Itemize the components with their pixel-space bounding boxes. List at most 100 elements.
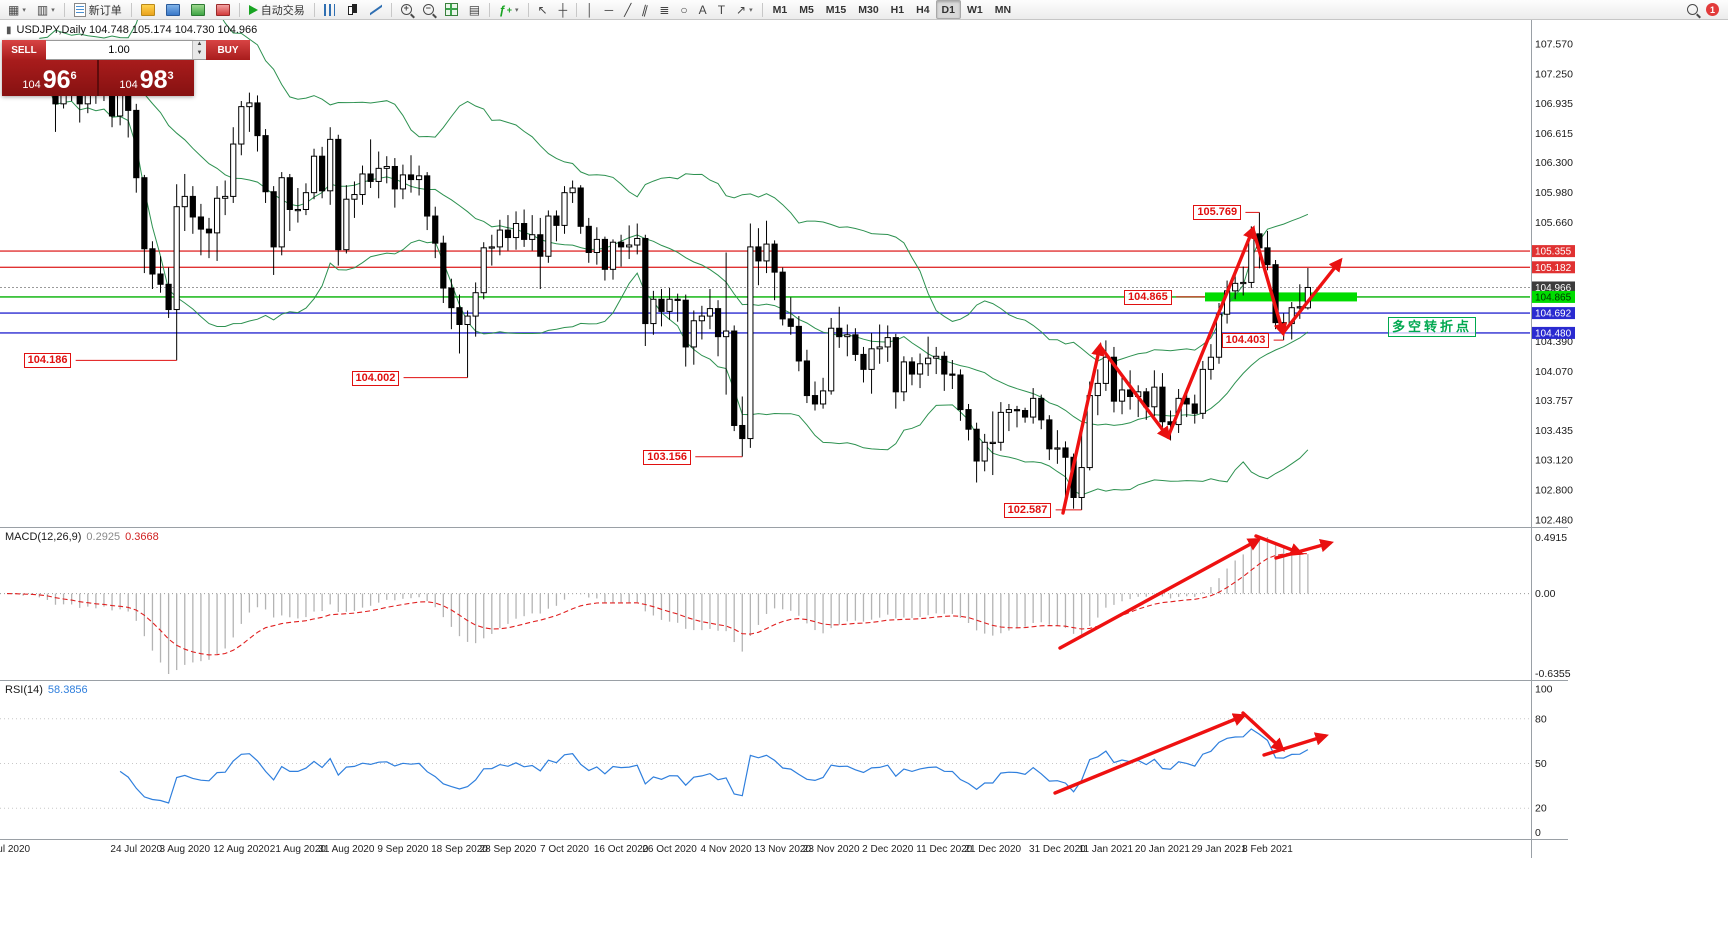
bar-chart-type-button[interactable] xyxy=(319,0,340,19)
timeframe-button-mn[interactable]: MN xyxy=(994,3,1012,16)
chevron-down-icon: ▾ xyxy=(515,6,519,14)
sell-button[interactable]: SELL xyxy=(2,40,46,60)
volume-up-icon[interactable]: ▲ xyxy=(193,41,206,50)
navigator-button[interactable] xyxy=(186,0,210,19)
trend-arrow-macd[interactable] xyxy=(1274,538,1334,560)
candlestick-chart-type-button[interactable] xyxy=(341,0,364,19)
toolbar-separator xyxy=(489,2,491,17)
channel-icon: ∥ xyxy=(640,1,651,18)
arrows-tool-button[interactable]: ↗ ▾ xyxy=(731,0,758,19)
new-order-icon xyxy=(73,2,86,17)
date-axis-label: 7 Oct 2020 xyxy=(540,844,589,855)
chart-profiles-icon: ▥ xyxy=(36,2,49,17)
trend-arrow-rsi[interactable] xyxy=(1053,713,1247,795)
data-window-button[interactable] xyxy=(161,0,185,19)
bollinger-band-l[interactable] xyxy=(38,76,1309,496)
trend-arrow-main[interactable] xyxy=(1098,344,1171,441)
chevron-down-icon: ▾ xyxy=(749,6,753,14)
text-tool-button[interactable]: A xyxy=(694,0,712,19)
price-axis-tick: 107.570 xyxy=(1535,39,1573,51)
timeframe-button-h4[interactable]: H4 xyxy=(916,3,930,16)
timeframe-button-m1[interactable]: M1 xyxy=(772,3,788,16)
chart-symbol-icon: ▮ xyxy=(6,24,12,36)
indicators-button[interactable]: ƒ + ▾ xyxy=(499,2,519,17)
price-axis-tick: 105.660 xyxy=(1535,217,1573,229)
price-axis-tick: 102.480 xyxy=(1535,514,1573,526)
label-tool-button[interactable]: T xyxy=(713,0,730,19)
buy-price[interactable]: 104 98 3 xyxy=(99,60,194,96)
date-axis-label: 20 Jan 2021 xyxy=(1135,844,1190,855)
line-chart-type-button[interactable] xyxy=(365,0,387,19)
channel-tool-button[interactable]: ∥ xyxy=(637,0,653,19)
auto-scroll-button[interactable]: ▤ xyxy=(464,0,485,19)
sell-price[interactable]: 104 96 6 xyxy=(2,60,99,96)
support-zone-band[interactable] xyxy=(1205,292,1357,302)
price-axis-tick: 105.980 xyxy=(1535,187,1573,199)
search-button[interactable] xyxy=(1682,0,1703,19)
rsi-axis-tick: 0 xyxy=(1535,827,1541,839)
cursor-tool-button[interactable]: ↖ xyxy=(533,0,553,19)
rsi-axis-tick: 100 xyxy=(1535,684,1553,696)
fibonacci-icon: ≣ xyxy=(659,2,670,17)
candlestick-series[interactable] xyxy=(3,44,1311,510)
new-chart-button[interactable]: ▦ ▾ xyxy=(3,0,31,19)
cursor-icon: ↖ xyxy=(537,2,548,17)
trend-arrow-main[interactable] xyxy=(1061,342,1105,515)
price-chip-text: 104.480 xyxy=(1535,328,1572,339)
horizontal-line-icon: ─ xyxy=(604,2,614,17)
crosshair-tool-button[interactable]: ┼ xyxy=(554,0,573,19)
price-chip-104.865 xyxy=(1532,290,1575,303)
macd-signal-line xyxy=(6,552,1308,656)
rsi-axis-tick: 80 xyxy=(1535,713,1547,725)
shapes-tool-button[interactable]: ○ xyxy=(675,0,692,19)
macd-axis-tick: 0.00 xyxy=(1535,588,1556,600)
autotrade-button[interactable]: 自动交易 xyxy=(244,0,310,19)
date-axis-label: 23 Nov 2020 xyxy=(803,844,860,855)
volume-stepper[interactable]: ▲ ▼ xyxy=(192,41,206,59)
toolbar-separator xyxy=(238,2,240,17)
bollinger-band-m[interactable] xyxy=(39,57,1309,426)
price-chip-104.692 xyxy=(1532,307,1575,320)
trend-arrow-macd[interactable] xyxy=(1058,538,1262,650)
macd-axis-tick: 0.4915 xyxy=(1535,532,1567,544)
terminal-button[interactable] xyxy=(211,0,235,19)
trend-arrow-macd[interactable] xyxy=(1254,534,1304,556)
ellipse-icon: ○ xyxy=(680,2,688,17)
notification-badge[interactable]: 1 xyxy=(1706,3,1719,16)
market-watch-button[interactable] xyxy=(136,0,160,19)
rsi-value: 58.3856 xyxy=(47,684,88,696)
date-axis-label: 13 Nov 2020 xyxy=(754,844,811,855)
price-axis-tick: 106.615 xyxy=(1535,128,1573,140)
macd-axis-tick: -0.6355 xyxy=(1535,668,1571,680)
fibonacci-tool-button[interactable]: ≣ xyxy=(654,0,674,19)
trend-arrow-main[interactable] xyxy=(1166,225,1256,439)
trendline-tool-button[interactable]: ╱ xyxy=(619,0,636,19)
timeframe-button-m30[interactable]: M30 xyxy=(858,3,879,16)
timeframe-button-m15[interactable]: M15 xyxy=(825,3,847,16)
timeframe-button-d1[interactable]: D1 xyxy=(935,0,961,19)
trend-arrow-rsi[interactable] xyxy=(1262,732,1329,757)
buy-button[interactable]: BUY xyxy=(206,40,250,60)
volume-down-icon[interactable]: ▼ xyxy=(193,50,206,59)
volume-input[interactable] xyxy=(46,41,192,59)
zoom-in-icon xyxy=(400,4,412,15)
timeframe-button-m5[interactable]: M5 xyxy=(799,3,814,16)
timeframe-button-h1[interactable]: H1 xyxy=(890,3,905,16)
zoom-in-button[interactable] xyxy=(396,0,417,19)
tile-windows-button[interactable] xyxy=(440,0,463,19)
trend-arrow-main[interactable] xyxy=(1251,227,1287,337)
trend-arrow-main[interactable] xyxy=(1281,257,1343,335)
vertical-line-tool-button[interactable]: │ xyxy=(581,0,599,19)
chart-profiles-button[interactable]: ▥ ▾ xyxy=(32,0,60,19)
toolbar-separator xyxy=(313,2,315,17)
new-order-button[interactable]: 新订单 xyxy=(69,0,127,19)
date-axis-label: 12 Aug 2020 xyxy=(213,844,270,855)
price-chip-text: 104.692 xyxy=(1535,309,1572,320)
horizontal-line-tool-button[interactable]: ─ xyxy=(600,0,619,19)
timeframe-button-w1[interactable]: W1 xyxy=(966,3,983,16)
zoom-out-button[interactable] xyxy=(418,0,439,19)
rsi-axis-tick: 20 xyxy=(1535,803,1547,815)
trend-arrow-rsi[interactable] xyxy=(1241,711,1285,752)
date-axis-label: 18 Sep 2020 xyxy=(431,844,488,855)
